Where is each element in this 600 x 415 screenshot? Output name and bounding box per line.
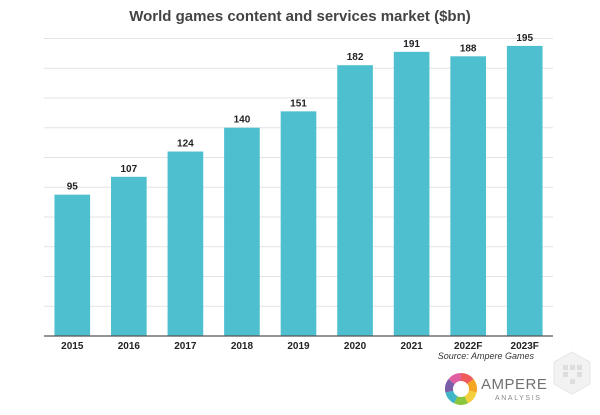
logo-name: AMPERE xyxy=(481,376,548,393)
logo-ring-segment xyxy=(460,373,474,385)
x-tick-label: 2017 xyxy=(174,341,197,352)
source-note: Source: Ampere Games xyxy=(437,351,534,361)
x-tick-label: 2018 xyxy=(231,341,254,352)
logo-ring-segment xyxy=(454,396,468,405)
logo-ring-segment xyxy=(448,373,462,385)
x-tick-label: 2021 xyxy=(400,341,423,352)
bar-value-label: 195 xyxy=(516,33,533,44)
bar-value-labels: 95 107 124 140 151 182 191 188 195 xyxy=(67,33,534,193)
logo-subtitle: ANALYSIS xyxy=(495,395,542,402)
x-tick-label: 2016 xyxy=(118,341,141,352)
bar-2018 xyxy=(224,127,260,337)
bar-2015 xyxy=(54,194,91,336)
bar-value-label: 182 xyxy=(347,52,364,63)
bar-2022F xyxy=(450,56,486,336)
bar-2023F xyxy=(506,45,543,336)
bar-2021 xyxy=(393,51,430,336)
x-tick-label: 2015 xyxy=(61,341,84,352)
bar-value-label: 107 xyxy=(120,164,137,175)
ampere-analysis-logo: AMPERE ANALYSIS xyxy=(444,372,554,410)
watermark-badge-icon xyxy=(553,351,591,395)
bars xyxy=(54,45,543,337)
bar-2019 xyxy=(280,111,317,336)
x-tick-label: 2023F xyxy=(511,341,539,352)
x-tick-labels: 2015 2016 2017 2018 2019 2020 2021 2022F 2023F xyxy=(61,341,539,352)
bar-value-label: 151 xyxy=(290,98,307,109)
logo-ring-segment xyxy=(464,390,477,404)
x-tick-label: 2019 xyxy=(287,341,310,352)
bar-value-label: 140 xyxy=(234,115,251,126)
bar-value-label: 95 xyxy=(67,182,79,193)
x-tick-label: 2020 xyxy=(344,341,367,352)
x-tick-label: 2022F xyxy=(454,341,482,352)
bar-value-label: 191 xyxy=(403,39,420,50)
logo-ring-segment xyxy=(467,379,477,393)
bar-value-label: 124 xyxy=(177,139,194,150)
bar-2020 xyxy=(337,65,373,336)
bar-2016 xyxy=(111,176,147,336)
logo-ring-segment xyxy=(445,379,455,393)
bar-value-label: 188 xyxy=(460,43,477,54)
ampere-ring-icon xyxy=(445,373,477,405)
logo-ring-segment xyxy=(445,390,458,404)
chart-title: World games content and services market … xyxy=(129,8,471,25)
bar-2017 xyxy=(167,151,204,336)
